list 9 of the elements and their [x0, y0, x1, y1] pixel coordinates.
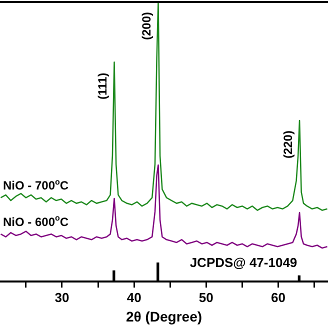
- x-axis-title: 2θ (Degree): [126, 308, 202, 324]
- x-tick-label: 60: [271, 290, 286, 305]
- annotation: (111): [96, 72, 110, 100]
- annotation: (200): [140, 12, 154, 40]
- x-tick-label: 40: [126, 290, 142, 305]
- x-tick-label: 30: [54, 290, 70, 305]
- x-tick-label: 50: [198, 290, 214, 305]
- annotation: (220): [280, 130, 295, 159]
- series-label: JCPDS@ 47-1049: [190, 254, 298, 270]
